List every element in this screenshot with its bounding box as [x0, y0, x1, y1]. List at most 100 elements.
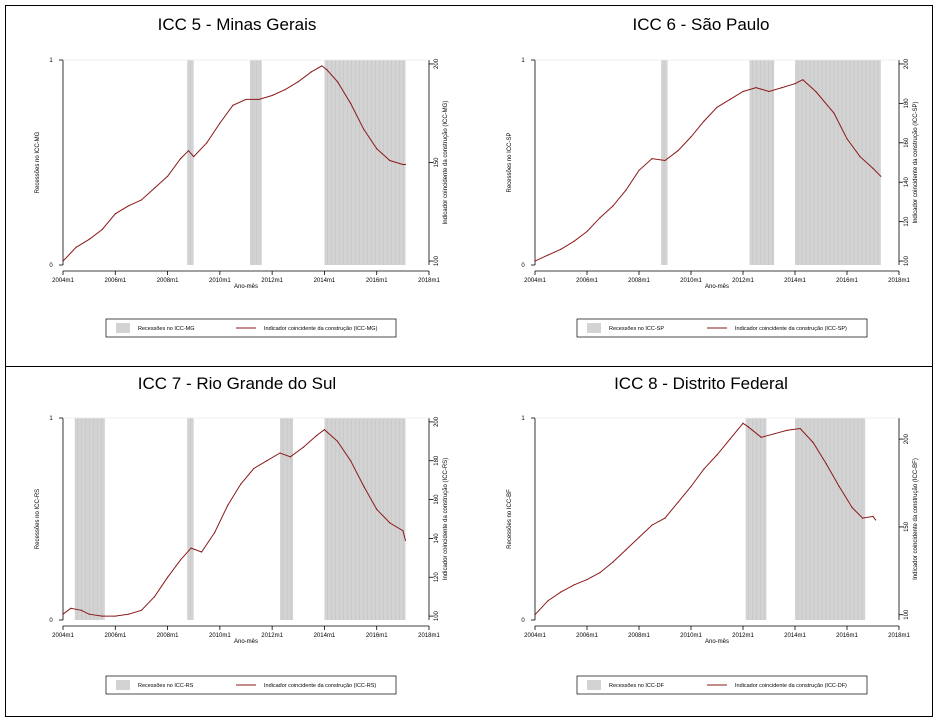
data-point	[200, 551, 203, 553]
data-point	[760, 436, 762, 438]
right-tick-label: 100	[904, 609, 910, 620]
data-point	[114, 213, 116, 215]
data-point	[289, 456, 292, 458]
x-tick-label: 2008m1	[628, 278, 650, 284]
data-point	[677, 150, 679, 152]
data-point	[323, 429, 326, 431]
x-tick-label: 2018m1	[888, 278, 910, 284]
chart-panel-df: 1 0 100 150 200 2004m1 2006m1 2008m1 2010m1 2012m…	[507, 416, 919, 695]
chart-panel-rs: 1 0 100 120 140 160 180 200 2004m1 2006m1 2008m1 20…	[35, 416, 449, 695]
right-tick-label: 180	[434, 455, 440, 466]
data-point	[240, 483, 242, 485]
data-point	[802, 79, 804, 81]
data-point	[166, 175, 169, 177]
data-point	[534, 260, 536, 262]
data-point	[677, 501, 679, 503]
right-tick-label: 200	[434, 416, 440, 427]
data-point	[140, 609, 143, 611]
data-point	[703, 468, 705, 470]
x-tick-label: 2018m1	[888, 633, 910, 639]
recession-band	[324, 418, 406, 620]
data-point	[62, 260, 64, 262]
data-point	[75, 246, 77, 248]
data-point	[101, 615, 103, 617]
data-point	[214, 531, 216, 534]
right-tick-label: 100	[434, 610, 440, 621]
x-tick-label: 2008m1	[157, 278, 179, 284]
left-axis-label: Recessões no ICC-BF	[507, 489, 513, 549]
right-axis-label: Indicador coincidente da construção (ICC…	[443, 458, 449, 580]
data-point	[404, 539, 407, 541]
data-point	[815, 90, 817, 93]
x-tick-label: 2008m1	[628, 633, 650, 639]
x-tick-label: 2016m1	[366, 633, 388, 639]
left-tick-label: 1	[521, 416, 525, 422]
data-point	[180, 157, 182, 160]
chart-title-rs: ICC 7 - Rio Grande do Sul	[137, 374, 337, 393]
data-point	[114, 615, 116, 617]
data-point	[612, 561, 614, 563]
right-tick-label: 150	[904, 521, 910, 532]
x-tick-label: 2014m1	[784, 278, 806, 284]
legend-recession-swatch	[587, 680, 601, 690]
data-point	[612, 205, 614, 207]
data-point	[729, 98, 731, 101]
x-tick-label: 2004m1	[52, 278, 74, 284]
data-point	[127, 613, 129, 615]
x-tick-label: 2006m1	[104, 278, 126, 284]
x-tick-label: 2012m1	[261, 633, 283, 639]
left-tick-label: 0	[521, 618, 525, 624]
data-point	[336, 440, 339, 442]
chart-grid: ICC 5 - Minas Gerais ICC 6 - São Paulo I…	[5, 5, 933, 717]
series-line	[62, 65, 406, 262]
data-point	[690, 485, 692, 488]
x-tick-label: 2018m1	[418, 633, 440, 639]
x-tick-label: 2010m1	[209, 278, 231, 284]
data-point	[193, 155, 195, 158]
chart-title-sp: ICC 6 - São Paulo	[632, 15, 770, 34]
data-point	[825, 463, 827, 465]
data-point	[336, 81, 339, 83]
data-point	[812, 441, 814, 444]
data-point	[101, 228, 103, 231]
left-tick-label: 1	[49, 416, 53, 422]
data-point	[875, 519, 877, 521]
legend-label: Indicador coincidente da construção (ICC…	[264, 326, 378, 332]
x-axis-label: Ano-mês	[705, 639, 729, 645]
x-tick-label: 2018m1	[418, 278, 440, 284]
data-point	[799, 427, 801, 430]
data-point	[127, 205, 129, 207]
right-tick-label: 100	[434, 255, 440, 266]
right-tick-label: 160	[434, 494, 440, 505]
right-tick-label: 140	[434, 533, 440, 544]
x-tick-label: 2016m1	[836, 633, 858, 639]
data-point	[219, 122, 221, 124]
legend-label: Recessões no ICC-DF	[609, 683, 665, 689]
x-tick-label: 2016m1	[836, 278, 858, 284]
data-point	[245, 98, 247, 101]
x-tick-label: 2016m1	[366, 278, 388, 284]
data-point	[716, 106, 718, 108]
data-point	[321, 65, 323, 67]
x-tick-label: 2010m1	[680, 633, 702, 639]
data-point	[389, 522, 391, 524]
x-tick-label: 2010m1	[680, 278, 702, 284]
data-point	[833, 112, 835, 114]
left-axis-label: Recessões no ICC-SP	[507, 132, 513, 192]
x-tick-label: 2012m1	[732, 278, 754, 284]
left-tick-label: 0	[49, 618, 53, 624]
x-tick-label: 2004m1	[524, 633, 546, 639]
data-point	[180, 559, 182, 561]
right-tick-label: 160	[904, 137, 910, 148]
recession-band	[749, 60, 775, 265]
data-point	[88, 613, 90, 615]
series-line	[62, 429, 406, 617]
data-point	[859, 155, 861, 158]
chart-panel-mg: 1 0 100 150 200 2004m1 2006m1 2008m1 2010m1 2012m…	[35, 58, 449, 338]
legend-label: Indicador coincidente da construção (ICC…	[264, 683, 376, 689]
data-point	[851, 506, 853, 509]
data-point	[284, 88, 286, 91]
data-point	[651, 157, 653, 160]
data-point	[310, 71, 312, 73]
data-point	[363, 128, 365, 130]
